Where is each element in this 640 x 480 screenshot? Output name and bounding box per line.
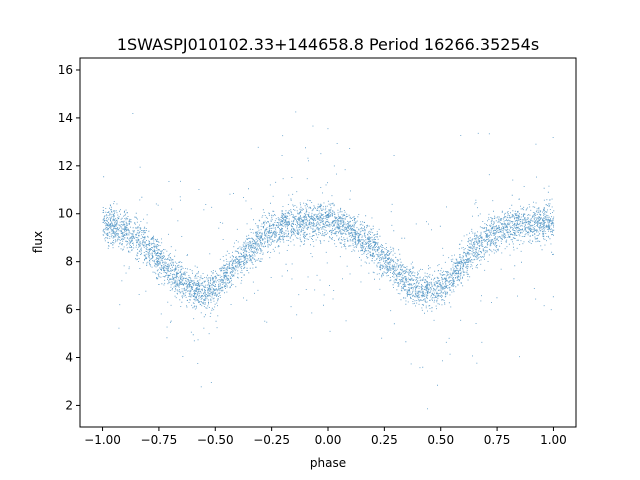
y-tick-label: 8 xyxy=(65,255,73,269)
x-axis-label: phase xyxy=(310,456,346,470)
y-tick-label: 12 xyxy=(58,159,73,173)
y-tick-label: 4 xyxy=(65,351,73,365)
y-axis: 2 4 6 8 10 12 14 16 xyxy=(58,63,80,412)
scatter-point-cloud xyxy=(102,111,555,410)
x-axis: −1.00 −0.75 −0.50 −0.25 0.00 0.25 0.50 0.75 1.00 xyxy=(84,427,567,447)
y-tick-label: 10 xyxy=(58,207,73,221)
x-tick-label: −1.00 xyxy=(84,433,121,447)
x-tick-label: −0.50 xyxy=(197,433,234,447)
y-tick-label: 6 xyxy=(65,303,73,317)
y-tick-label: 16 xyxy=(58,63,73,77)
x-tick-label: 0.75 xyxy=(484,433,511,447)
x-tick-label: −0.75 xyxy=(141,433,178,447)
x-tick-label: −0.25 xyxy=(253,433,290,447)
x-tick-label: 0.25 xyxy=(371,433,398,447)
x-tick-label: 0.50 xyxy=(427,433,454,447)
y-axis-label: flux xyxy=(31,231,45,253)
y-tick-label: 2 xyxy=(65,398,73,412)
x-tick-label: 1.00 xyxy=(540,433,567,447)
x-tick-label: 0.00 xyxy=(315,433,342,447)
y-tick-label: 14 xyxy=(58,111,73,125)
scatter-points xyxy=(102,111,555,410)
chart-title: 1SWASPJ010102.33+144658.8 Period 16266.3… xyxy=(117,35,539,54)
